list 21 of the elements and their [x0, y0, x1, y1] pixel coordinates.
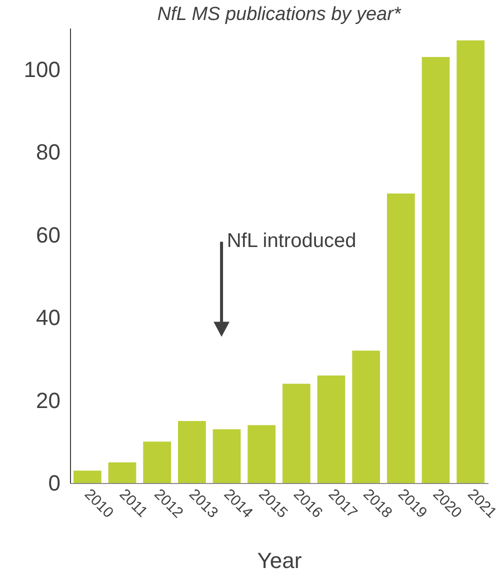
bar	[422, 56, 450, 483]
y-tick-label: 20	[36, 388, 60, 413]
bar	[248, 425, 276, 483]
y-tick-label: 40	[36, 305, 60, 330]
bar	[456, 40, 485, 483]
chart-title: NfL MS publications by year*	[157, 4, 402, 25]
bar	[212, 429, 241, 483]
bar	[317, 375, 346, 483]
x-axis-title: Year	[257, 548, 302, 573]
annotation: NfL introduced	[226, 230, 356, 252]
bar	[73, 470, 102, 483]
bar	[282, 384, 310, 483]
bar	[143, 442, 172, 483]
bar	[352, 350, 380, 483]
bar	[108, 462, 136, 483]
bar	[178, 420, 206, 483]
y-tick-label: 60	[36, 222, 60, 248]
y-tick-label: 0	[48, 470, 60, 496]
y-tick-label: 100	[24, 56, 60, 82]
bar	[386, 193, 415, 483]
y-tick-label: 80	[36, 140, 60, 165]
